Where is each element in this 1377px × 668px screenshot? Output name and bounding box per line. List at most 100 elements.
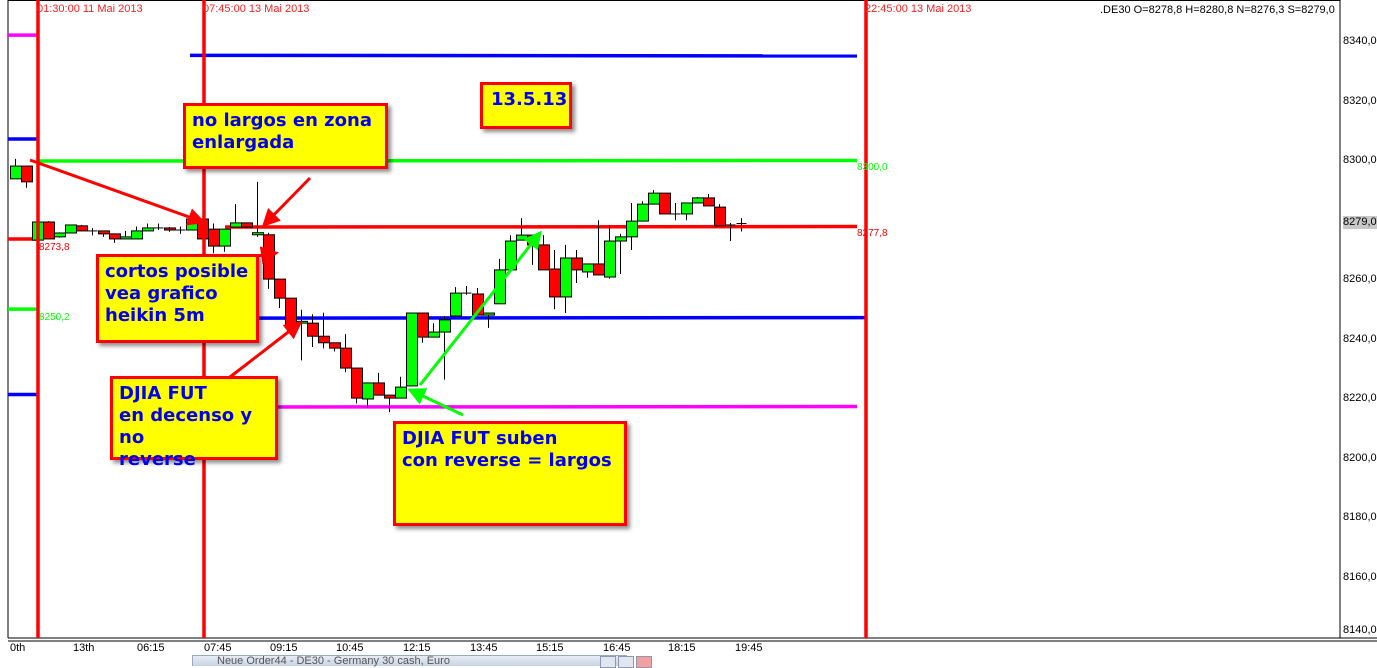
candle [439, 315, 451, 380]
candle [263, 232, 275, 289]
candle-body-up [54, 232, 66, 238]
vertical-line-label: 01:30:00 11 Mai 2013 [37, 3, 143, 15]
candle [461, 285, 472, 295]
candle [340, 334, 352, 373]
candle [351, 367, 363, 404]
candle [659, 192, 671, 215]
candle [538, 235, 550, 271]
candle-body-down [659, 192, 671, 215]
note-line: DJIA FUT suben [402, 428, 558, 449]
candle-body-down [593, 263, 605, 276]
candle [175, 226, 186, 234]
candle-body-up [65, 224, 77, 234]
candle [582, 263, 594, 278]
time-axis-label: 19:45 [735, 642, 763, 654]
level-label: 8277,8 [857, 228, 888, 240]
maximize-button[interactable] [618, 656, 634, 668]
candle-body-down [164, 227, 176, 231]
candle-body-up [615, 236, 627, 242]
candle-body-down [351, 367, 363, 399]
candle [109, 233, 121, 243]
candle-body-down [340, 347, 352, 369]
level-line-blue [257, 315, 866, 320]
candle-body-down [208, 228, 220, 247]
note-line: DJIA FUT [119, 383, 207, 404]
candle-body-down [714, 206, 726, 227]
order-window-taskbar[interactable]: Neue Order44 - DE30 - Germany 30 cash, E… [192, 655, 627, 667]
candle [406, 312, 418, 387]
time-axis-label: 13th [73, 642, 95, 654]
candle [637, 201, 649, 222]
candle-body-down [43, 221, 55, 240]
candle-body-down [263, 234, 275, 280]
candle [230, 204, 242, 228]
candle-body-up [681, 202, 693, 215]
candle-body-up [560, 257, 572, 298]
candle [395, 376, 407, 399]
candle [736, 218, 747, 232]
time-axis-label: 09:15 [270, 642, 298, 654]
level-lines [8, 33, 866, 409]
candle [604, 224, 616, 279]
candle [318, 312, 330, 349]
candle-body-up [692, 197, 704, 204]
note-line: 13.5.13 [491, 89, 568, 110]
candle [549, 249, 561, 310]
candle [692, 196, 704, 204]
candle [21, 165, 33, 188]
note-djia-suben: DJIA FUT suben con reverse = largos [393, 421, 627, 526]
time-axis-label: 07:45 [204, 642, 232, 654]
time-axis-label: 10:45 [336, 642, 364, 654]
candle [164, 227, 176, 232]
note-line: no largos en zona [192, 110, 372, 131]
minimize-button[interactable] [600, 656, 616, 668]
candle-body-up [494, 269, 506, 305]
time-axis-label: 16:45 [603, 642, 631, 654]
candle [494, 258, 506, 305]
price-axis-label: 8220,0 [1343, 392, 1377, 404]
price-axis-label: 8200,0 [1343, 451, 1377, 464]
quote-header: .DE30 O=8278,8 H=8280,8 N=8276,3 S=8279,… [1100, 4, 1335, 16]
candle-body-down [274, 278, 286, 299]
candle-body-up [219, 228, 231, 247]
candle [670, 202, 681, 221]
level-line-green [37, 158, 858, 163]
candle-body-down [307, 322, 319, 337]
note-line: en decenso y no [119, 405, 253, 448]
time-axis-label: 18:15 [668, 642, 696, 654]
chart-frame [7, 0, 1377, 642]
candle [516, 218, 528, 241]
candle-body-down [21, 165, 33, 183]
candle-body-up [582, 263, 594, 273]
candle [120, 230, 132, 240]
candle-body-up [142, 227, 154, 232]
annotation-arrow-red [229, 321, 303, 379]
candle-body-down [417, 312, 429, 338]
note-djia-decenso: DJIA FUT en decenso y no reverse [110, 376, 278, 470]
candle [362, 382, 374, 408]
candle-body-down [285, 297, 297, 327]
candle-body-up [483, 312, 495, 316]
candle [87, 227, 98, 236]
candle [10, 158, 22, 180]
candle-body-up [648, 192, 660, 205]
candle-body-up [120, 236, 132, 240]
candle-body-up [10, 165, 22, 180]
candle [483, 312, 495, 328]
note-line: heikin 5m [105, 305, 205, 326]
candle [560, 244, 572, 314]
candle [626, 202, 638, 250]
candle [274, 278, 286, 308]
close-button[interactable] [636, 656, 652, 668]
price-axis-label: 8300,0 [1343, 154, 1377, 166]
note-line: reverse [119, 449, 196, 470]
note-cortos: cortos posible vea grafico heikin 5m [96, 254, 259, 343]
note-no-largos: no largos en zona enlargada [183, 103, 388, 169]
level-line-magenta [257, 404, 858, 409]
annotation-arrow-red [29, 158, 206, 226]
note-date: 13.5.13 [480, 82, 572, 129]
candle [714, 204, 726, 227]
candle [65, 224, 77, 234]
price-axis-label: 8320,0 [1343, 94, 1377, 107]
level-line-blue [189, 53, 858, 58]
